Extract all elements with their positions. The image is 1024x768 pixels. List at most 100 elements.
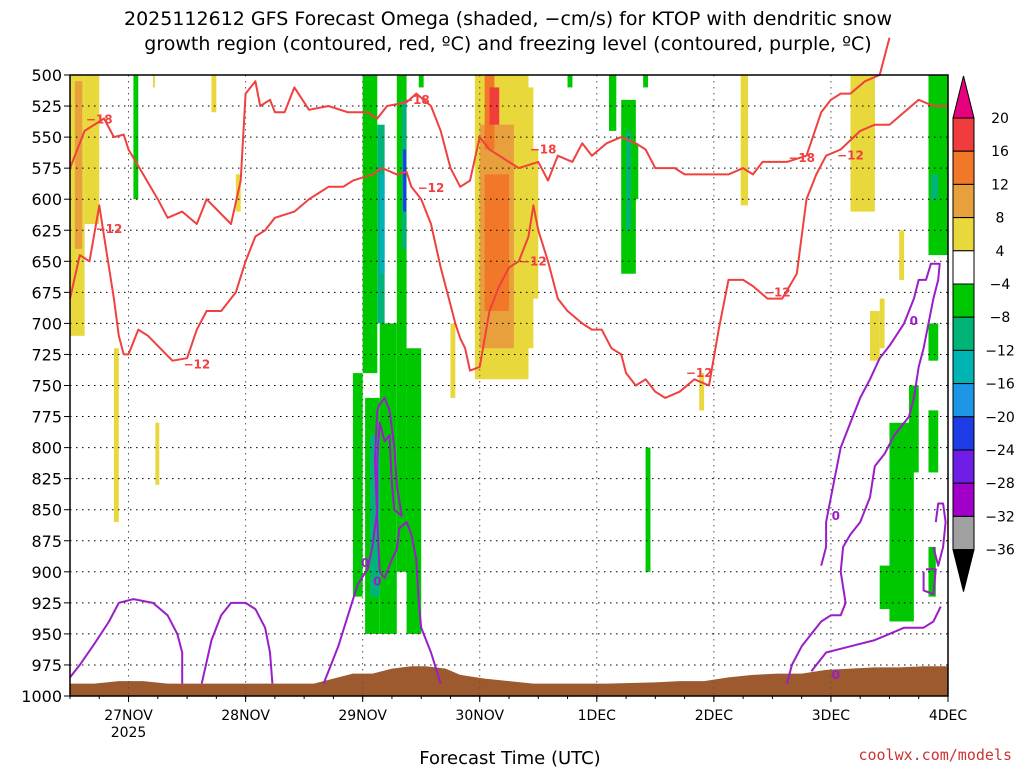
- y-tick-label: 800: [31, 439, 62, 458]
- y-tick-label: 600: [31, 190, 62, 209]
- omega-shading: [70, 75, 948, 634]
- x-tick-label: 28NOV: [221, 708, 270, 724]
- x-tick-label: 29NOV: [338, 708, 387, 724]
- colorbar-swatch: [952, 217, 975, 252]
- omega-cell: [869, 310, 880, 361]
- y-tick-label: 975: [31, 656, 62, 675]
- dgz-contour-label: −18: [788, 151, 815, 165]
- dgz-contour-label: −12: [96, 222, 123, 236]
- x-tick-sublabel: 2025: [111, 725, 147, 741]
- colorbar-label: −12: [985, 343, 1015, 359]
- omega-cell: [155, 422, 160, 485]
- colorbar-label: 16: [991, 144, 1009, 160]
- omega-cell: [450, 323, 456, 398]
- colorbar-label: −16: [985, 377, 1015, 393]
- y-tick-label: 900: [31, 563, 62, 582]
- colorbar-swatch: [952, 117, 975, 152]
- x-tick-label: 2DEC: [695, 708, 734, 724]
- grid-lines: [70, 74, 949, 697]
- omega-cell: [608, 75, 617, 131]
- omega-cell: [84, 75, 100, 225]
- colorbar-swatch: [952, 449, 975, 484]
- omega-cell: [740, 75, 749, 206]
- dgz-contour-label: −12: [520, 254, 547, 268]
- y-tick-label: 700: [31, 314, 62, 333]
- dgz-contour-line: [69, 37, 891, 225]
- colorbar-label: 12: [991, 177, 1009, 193]
- y-tick-label: 850: [31, 501, 62, 520]
- colorbar-label: 4: [996, 244, 1005, 260]
- y-tick-label: 1000: [21, 687, 62, 706]
- omega-cell: [406, 348, 422, 634]
- y-tick-label: 525: [31, 97, 62, 116]
- x-tick-label: 3DEC: [812, 708, 851, 724]
- colorbar-label: 20: [991, 111, 1009, 127]
- y-tick-label: 650: [31, 252, 62, 271]
- freezing-level-contour: [69, 598, 184, 684]
- y-tick-label: 950: [31, 625, 62, 644]
- omega-cell: [699, 373, 705, 411]
- colorbar-swatch: [952, 250, 975, 285]
- colorbar-label: −8: [990, 310, 1011, 326]
- y-tick-label: 750: [31, 377, 62, 396]
- colorbar-swatch: [952, 416, 975, 451]
- omega-cell: [879, 298, 885, 349]
- freezing-level-contour: [810, 606, 942, 672]
- y-axis: 500 525 550 575 600 625 650 675 700 725 750 775 800 8…: [21, 66, 70, 706]
- y-tick-label: 925: [31, 594, 62, 613]
- credit-text: coolwx.com/models: [858, 746, 1012, 764]
- omega-cell: [528, 149, 539, 299]
- x-tick-label: 1DEC: [578, 708, 617, 724]
- omega-cell: [930, 174, 939, 200]
- omega-cell: [369, 435, 380, 597]
- colorbar-label: −28: [985, 476, 1015, 492]
- dgz-contour-label: −12: [764, 285, 791, 299]
- dgz-contour-label: −12: [686, 366, 713, 380]
- chart-title-line2: growth region (contoured, red, ºC) and f…: [144, 33, 871, 55]
- y-tick-label: 775: [31, 408, 62, 427]
- freezing-contour-label: 0: [361, 556, 369, 570]
- dgz-contour-label: −18: [86, 113, 113, 127]
- colorbar: 20 16 12 8 4 −4 −8 −12 −16 −20 −24 −28 −32 −36: [952, 75, 1015, 592]
- y-tick-label: 550: [31, 128, 62, 147]
- omega-cell: [928, 323, 939, 361]
- omega-cell: [362, 75, 378, 374]
- y-tick-label: 675: [31, 283, 62, 302]
- terrain-fill: [70, 666, 948, 696]
- freezing-contour-label: 0: [373, 575, 381, 589]
- freezing-level-contour: [322, 396, 442, 684]
- y-tick-label: 875: [31, 532, 62, 551]
- dgz-contour-label: −18: [530, 143, 557, 157]
- terrain-area: [70, 666, 948, 696]
- freezing-level-contour: [786, 262, 941, 684]
- y-tick-label: 725: [31, 345, 62, 364]
- colorbar-swatch: [952, 283, 975, 318]
- freezing-contour-label: 0: [832, 668, 840, 682]
- omega-cell: [489, 87, 500, 125]
- omega-cell: [403, 149, 407, 212]
- colorbar-label: −36: [985, 543, 1015, 559]
- omega-cell: [418, 75, 424, 88]
- y-tick-label: 575: [31, 159, 62, 178]
- x-tick-label: 4DEC: [929, 708, 968, 724]
- freezing-contour-label: 0: [832, 509, 840, 523]
- dgz-contour-label: −18: [403, 93, 430, 107]
- chart-title-line1: 2025112612 GFS Forecast Omega (shaded, −…: [124, 8, 892, 30]
- colorbar-label: −32: [985, 509, 1015, 525]
- x-tick-label: 30NOV: [455, 708, 504, 724]
- colorbar-swatch: [952, 482, 975, 517]
- dgz-contour-line: [69, 98, 948, 399]
- omega-cell: [113, 348, 119, 523]
- omega-cell: [643, 75, 649, 88]
- omega-cell: [396, 75, 407, 572]
- omega-cell: [928, 410, 939, 473]
- omega-cell: [133, 75, 139, 200]
- freezing-level-contour: [922, 568, 937, 596]
- colorbar-label: 8: [996, 211, 1005, 227]
- omega-cell: [352, 373, 363, 597]
- freezing-level-contour: [932, 502, 947, 567]
- omega-cell: [908, 385, 919, 473]
- contour-lines: [69, 37, 948, 684]
